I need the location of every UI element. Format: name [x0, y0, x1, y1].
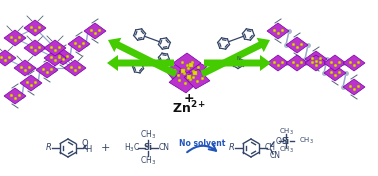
Polygon shape [4, 30, 26, 46]
Polygon shape [267, 55, 289, 71]
Text: H$_3$C: H$_3$C [124, 142, 140, 154]
Polygon shape [286, 37, 308, 53]
Polygon shape [169, 69, 201, 93]
Text: O: O [82, 140, 88, 149]
Text: $\mathbf{Zn^{2+}}$: $\mathbf{Zn^{2+}}$ [172, 100, 206, 116]
Polygon shape [164, 62, 194, 84]
Polygon shape [84, 23, 106, 39]
Polygon shape [14, 60, 36, 76]
Text: Si: Si [144, 143, 152, 152]
Text: CH$_3$: CH$_3$ [279, 145, 293, 155]
Polygon shape [184, 69, 210, 89]
Text: +: + [184, 92, 194, 105]
Polygon shape [200, 38, 270, 77]
Text: +: + [100, 143, 110, 153]
Text: No solvent: No solvent [179, 140, 225, 149]
Polygon shape [286, 55, 308, 71]
Text: CN: CN [158, 143, 169, 152]
Polygon shape [204, 55, 271, 71]
Polygon shape [179, 59, 207, 79]
Polygon shape [343, 55, 365, 71]
Text: CH$_3$: CH$_3$ [140, 129, 156, 141]
Text: H: H [85, 144, 91, 153]
Polygon shape [267, 23, 289, 39]
Text: O: O [276, 137, 282, 146]
Polygon shape [305, 55, 327, 71]
Polygon shape [68, 36, 90, 52]
Polygon shape [324, 65, 346, 81]
Polygon shape [36, 62, 58, 78]
Polygon shape [44, 40, 66, 56]
Text: R: R [229, 143, 235, 152]
Polygon shape [4, 88, 26, 104]
Polygon shape [305, 51, 327, 67]
Text: CN: CN [270, 152, 280, 161]
Polygon shape [0, 50, 16, 66]
Polygon shape [24, 40, 46, 56]
Polygon shape [44, 50, 66, 66]
Bar [0, 124, 378, 176]
Polygon shape [24, 20, 46, 36]
Polygon shape [343, 79, 365, 95]
Text: R: R [46, 143, 52, 152]
Polygon shape [107, 55, 174, 71]
Text: Si: Si [282, 137, 290, 146]
Polygon shape [324, 55, 346, 71]
Polygon shape [173, 53, 201, 73]
Polygon shape [108, 38, 178, 77]
Text: N: N [236, 55, 240, 61]
Text: CH$_3$: CH$_3$ [299, 136, 314, 146]
Text: CH: CH [265, 143, 276, 152]
Polygon shape [20, 75, 42, 91]
Polygon shape [64, 60, 86, 76]
Polygon shape [52, 49, 74, 65]
Text: CH$_3$: CH$_3$ [140, 155, 156, 167]
Text: CH$_3$: CH$_3$ [279, 127, 293, 137]
